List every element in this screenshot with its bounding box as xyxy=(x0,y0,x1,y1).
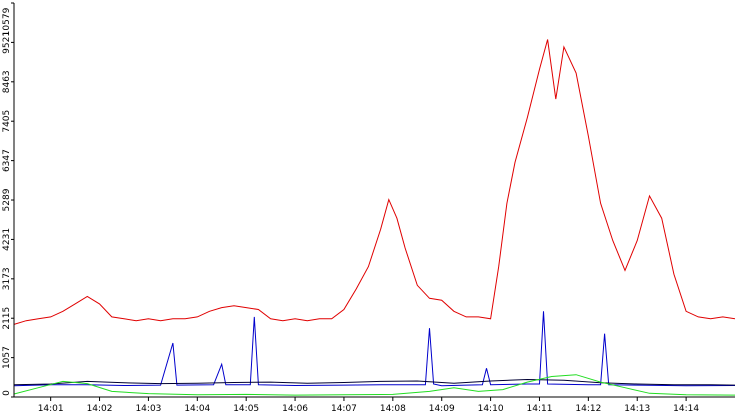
y-tick-label: 6347 xyxy=(2,149,12,172)
series-line-3 xyxy=(13,378,735,386)
y-tick-label: 8463 xyxy=(2,70,12,93)
y-tick-label: 7405 xyxy=(2,110,12,133)
x-tick-label: 14:02 xyxy=(87,404,113,414)
series-line-4 xyxy=(13,374,735,396)
x-tick-label: 14:08 xyxy=(380,404,406,414)
x-ticks: 14:01 14:02 14:03 14:04 14:05 14:06 14:07 14:08… xyxy=(38,397,699,414)
y-tick-label: 5289 xyxy=(2,188,12,211)
y-tick-label: 4231 xyxy=(2,228,12,251)
x-tick-label: 14:09 xyxy=(429,404,455,414)
series-line-1 xyxy=(13,39,735,325)
x-tick-label: 14:11 xyxy=(527,404,553,414)
x-tick-label: 14:14 xyxy=(673,404,699,414)
x-tick-label: 14:12 xyxy=(575,404,601,414)
x-tick-label: 14:05 xyxy=(233,404,259,414)
x-tick-label: 14:04 xyxy=(184,404,210,414)
axes xyxy=(13,3,735,398)
y-tick-label: 3173 xyxy=(2,267,12,290)
x-tick-label: 14:01 xyxy=(38,404,64,414)
y-ticks: 0 1057 2115 3173 4231 5289 6347 7405 8463 9521105… xyxy=(2,2,14,398)
x-tick-label: 14:13 xyxy=(624,404,650,414)
x-tick-label: 14:07 xyxy=(331,404,357,414)
x-tick-label: 14:03 xyxy=(135,404,161,414)
series-line-2 xyxy=(13,311,735,387)
y-tick-label: 9521 xyxy=(2,31,12,54)
plot-series xyxy=(13,39,735,396)
y-tick-label: 10579 xyxy=(2,7,12,36)
x-tick-label: 14:06 xyxy=(282,404,308,414)
y-tick-label: 0 xyxy=(2,390,12,396)
x-tick-label: 14:10 xyxy=(478,404,504,414)
y-tick-label: 2115 xyxy=(2,307,12,330)
y-tick-label: 1057 xyxy=(2,346,12,369)
